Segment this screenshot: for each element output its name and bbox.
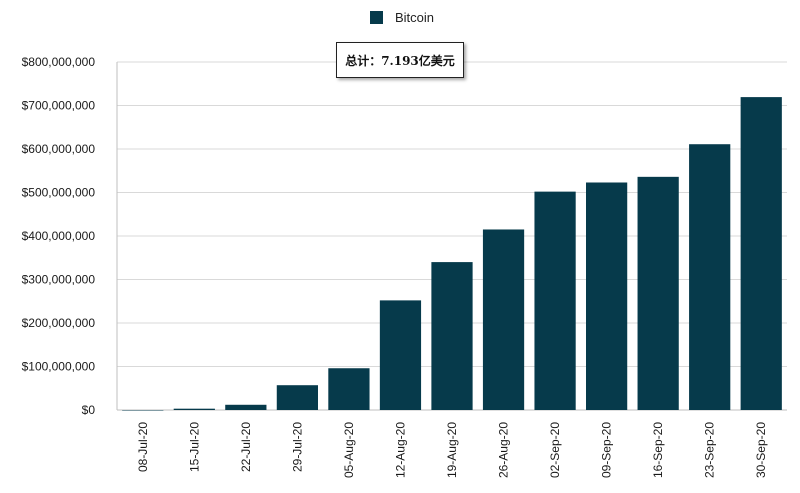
bar	[431, 262, 473, 410]
x-tick-label: 02-Sep-20	[548, 422, 562, 478]
y-tick-label: $300,000,000	[22, 273, 96, 287]
x-tick-label: 15-Jul-20	[187, 422, 201, 472]
x-tick-label: 30-Sep-20	[754, 422, 768, 478]
bar	[482, 229, 525, 410]
x-tick-label: 08-Jul-20	[136, 422, 150, 472]
legend-label: Bitcoin	[395, 9, 435, 25]
bar	[534, 191, 576, 410]
bar	[586, 182, 628, 410]
bar	[328, 368, 370, 410]
bar	[379, 300, 422, 410]
bar	[689, 144, 731, 410]
y-tick-label: $500,000,000	[22, 186, 96, 200]
x-tick-label: 22-Jul-20	[239, 422, 253, 472]
y-tick-label: $600,000,000	[22, 142, 96, 156]
x-tick-label: 09-Sep-20	[600, 422, 614, 478]
x-tick-label: 23-Sep-20	[703, 422, 717, 478]
bar	[740, 97, 782, 411]
y-tick-label: $400,000,000	[22, 229, 96, 243]
legend: Bitcoin	[370, 8, 434, 26]
y-tick-label: $800,000,000	[22, 55, 96, 69]
x-tick-label: 26-Aug-20	[497, 422, 511, 478]
bar	[637, 176, 679, 410]
y-tick-label: $0	[82, 403, 96, 417]
bar	[276, 385, 318, 410]
x-tick-label: 29-Jul-20	[290, 422, 304, 472]
total-annotation: 总计：7.193亿美元	[336, 42, 464, 78]
y-tick-label: $100,000,000	[22, 360, 96, 374]
y-tick-label: $700,000,000	[22, 99, 96, 113]
x-tick-label: 19-Aug-20	[445, 422, 459, 478]
y-tick-label: $200,000,000	[22, 316, 96, 330]
bar	[173, 408, 215, 410]
x-tick-label: 05-Aug-20	[342, 422, 356, 478]
x-tick-label: 16-Sep-20	[651, 422, 665, 478]
bar	[225, 404, 267, 410]
legend-swatch	[370, 10, 383, 24]
bar	[122, 410, 164, 411]
x-tick-label: 12-Aug-20	[393, 422, 407, 478]
